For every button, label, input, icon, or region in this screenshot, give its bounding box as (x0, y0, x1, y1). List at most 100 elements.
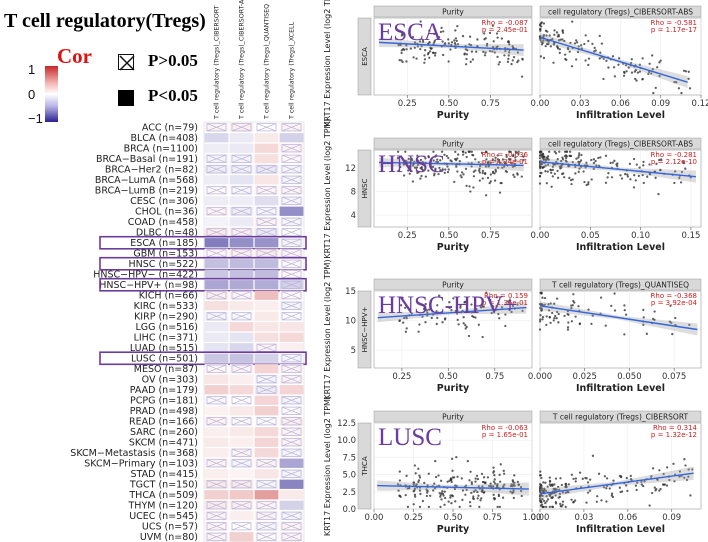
confidence-band (540, 466, 694, 500)
data-point (603, 475, 607, 478)
data-point (491, 305, 495, 308)
data-point (494, 159, 497, 162)
data-point (460, 477, 463, 480)
data-point (520, 175, 523, 178)
panel-strip (373, 5, 533, 18)
data-point (564, 156, 568, 160)
data-point (581, 477, 584, 480)
nonsignificant-cross-line (281, 364, 302, 373)
data-point (545, 495, 548, 498)
data-point (587, 63, 590, 67)
data-point (486, 176, 490, 180)
data-point (404, 330, 408, 333)
data-point (593, 46, 596, 50)
data-point (491, 171, 495, 174)
data-point (443, 171, 446, 175)
data-point (496, 158, 500, 161)
data-point (569, 154, 572, 158)
data-point (472, 154, 475, 157)
data-point (476, 477, 480, 481)
data-point (687, 468, 690, 471)
data-point (493, 478, 496, 481)
nonsignificant-cross-icon (256, 375, 277, 384)
data-point (408, 172, 411, 175)
panel-strip (373, 278, 533, 291)
nonsignificant-cross-icon (231, 291, 252, 300)
nonsignificant-cross-icon (281, 154, 302, 163)
nonsignificant-cross-icon (281, 217, 302, 226)
data-point (484, 194, 488, 197)
nonsignificant-cross-line (281, 417, 302, 426)
x-tick-label: 0.00 (365, 513, 384, 523)
data-point (657, 192, 660, 196)
data-point (474, 316, 477, 319)
data-point (512, 489, 515, 492)
data-point (474, 477, 477, 480)
nonsignificant-cross-icon (281, 406, 302, 415)
data-point (648, 504, 651, 507)
nonsignificant-cross-icon (281, 196, 302, 205)
data-point (553, 33, 556, 36)
data-point (447, 168, 450, 171)
data-point (458, 505, 461, 509)
heatmap-cell (229, 353, 254, 363)
data-point (538, 156, 542, 160)
nonsignificant-cross-icon (281, 522, 302, 531)
data-point (448, 306, 451, 309)
data-point (538, 162, 542, 165)
data-point (444, 168, 447, 171)
data-point (439, 505, 442, 509)
data-point (577, 45, 580, 48)
data-point (512, 496, 516, 500)
data-point (410, 169, 413, 173)
data-point (434, 51, 437, 55)
data-point (512, 153, 515, 156)
data-point (472, 490, 476, 493)
nonsignificant-cross-line (231, 448, 252, 457)
data-point (632, 186, 636, 189)
data-point (470, 482, 474, 486)
nonsignificant-cross-line (281, 406, 302, 415)
data-point (420, 45, 423, 48)
heatmap-cell (204, 448, 229, 458)
data-point (483, 490, 486, 494)
data-point (417, 479, 421, 482)
data-point (540, 476, 543, 480)
heatmap-cell (254, 406, 279, 416)
data-point (634, 484, 638, 487)
nonsignificant-cross-line (256, 165, 277, 174)
data-point (501, 158, 505, 161)
row-label-prad-n-498: PRAD (n=498) (130, 406, 198, 417)
data-point (550, 171, 553, 174)
heatmap-cell (254, 259, 279, 269)
panel-strip (539, 5, 702, 18)
nonsignificant-cross-icon (256, 511, 277, 520)
data-point (541, 505, 544, 509)
data-point (569, 41, 572, 45)
data-point (470, 50, 474, 53)
y-tick-label: 12 (345, 164, 356, 174)
data-point (650, 491, 654, 495)
data-point (454, 309, 457, 313)
data-point (638, 166, 641, 169)
data-point (563, 150, 567, 153)
data-point (558, 165, 562, 168)
data-point (405, 44, 408, 47)
data-point (454, 37, 458, 40)
data-point (510, 483, 513, 486)
data-point (399, 304, 403, 307)
data-point (659, 59, 662, 62)
data-point (554, 477, 558, 480)
nonsignificant-cross-line (281, 396, 302, 405)
data-point (674, 170, 677, 173)
heatmap-cell (229, 322, 254, 332)
data-point (607, 66, 610, 69)
data-point (637, 174, 641, 178)
heatmap-cell (204, 175, 229, 185)
row-label-thca-n-509: THCA (n=509) (128, 490, 198, 501)
nonsignificant-cross-icon (281, 354, 302, 363)
nonsignificant-cross-icon (231, 154, 252, 163)
data-point (464, 63, 468, 66)
nonsignificant-cross-line (281, 186, 302, 195)
data-point (478, 171, 482, 174)
